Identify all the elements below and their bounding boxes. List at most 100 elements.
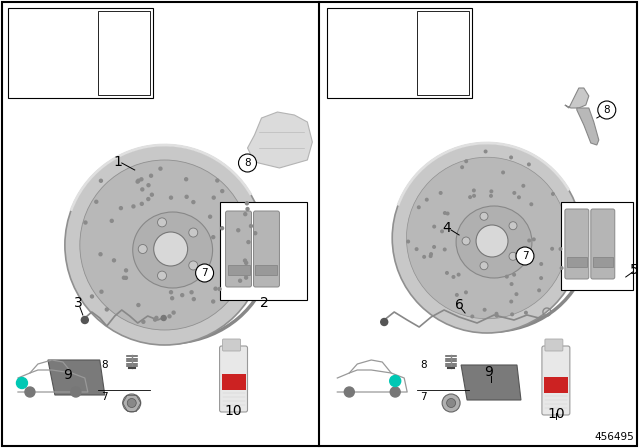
Circle shape xyxy=(150,193,154,197)
FancyBboxPatch shape xyxy=(542,346,570,415)
Circle shape xyxy=(480,212,488,220)
Circle shape xyxy=(236,228,241,233)
Circle shape xyxy=(141,319,145,324)
Bar xyxy=(221,374,246,390)
Circle shape xyxy=(527,162,531,166)
Circle shape xyxy=(157,271,166,280)
Polygon shape xyxy=(577,108,599,145)
Circle shape xyxy=(495,314,499,318)
Circle shape xyxy=(71,387,81,397)
Bar xyxy=(228,265,250,275)
Circle shape xyxy=(417,205,421,209)
Circle shape xyxy=(169,195,173,200)
Circle shape xyxy=(80,160,250,330)
Ellipse shape xyxy=(132,212,212,288)
Circle shape xyxy=(505,275,509,279)
Circle shape xyxy=(211,235,216,239)
Circle shape xyxy=(501,170,505,174)
Text: 8: 8 xyxy=(244,158,251,168)
Text: 8: 8 xyxy=(100,360,108,370)
Circle shape xyxy=(464,159,468,163)
Circle shape xyxy=(127,399,136,408)
Text: 9: 9 xyxy=(63,368,72,382)
Circle shape xyxy=(244,276,248,280)
Circle shape xyxy=(220,189,225,193)
Circle shape xyxy=(532,237,536,241)
Circle shape xyxy=(154,316,159,320)
Bar xyxy=(327,8,472,98)
Circle shape xyxy=(149,173,153,178)
Circle shape xyxy=(184,177,188,181)
Circle shape xyxy=(140,177,143,181)
Circle shape xyxy=(509,155,513,159)
Circle shape xyxy=(123,394,141,412)
Text: 7: 7 xyxy=(100,392,108,402)
Circle shape xyxy=(476,225,508,257)
Circle shape xyxy=(429,254,433,258)
Text: 456495: 456495 xyxy=(594,432,634,442)
Bar xyxy=(220,202,307,300)
Circle shape xyxy=(131,204,136,209)
Circle shape xyxy=(154,232,188,266)
Circle shape xyxy=(425,198,429,202)
Circle shape xyxy=(189,228,198,237)
Circle shape xyxy=(239,154,257,172)
Polygon shape xyxy=(48,360,105,395)
Circle shape xyxy=(169,290,173,294)
Circle shape xyxy=(440,229,444,233)
Circle shape xyxy=(218,287,221,291)
Circle shape xyxy=(90,294,94,299)
Circle shape xyxy=(390,375,401,387)
Circle shape xyxy=(161,315,166,320)
Circle shape xyxy=(406,240,410,244)
Circle shape xyxy=(598,101,616,119)
Text: 1: 1 xyxy=(113,155,122,169)
Circle shape xyxy=(550,247,554,251)
Circle shape xyxy=(157,218,166,227)
Bar xyxy=(255,265,278,275)
Circle shape xyxy=(470,314,474,319)
Circle shape xyxy=(455,293,459,297)
Circle shape xyxy=(510,312,514,316)
Text: 7: 7 xyxy=(201,268,208,278)
Bar xyxy=(417,11,469,95)
Circle shape xyxy=(99,252,102,256)
Circle shape xyxy=(537,289,541,293)
Circle shape xyxy=(392,143,582,333)
Circle shape xyxy=(191,200,196,204)
Circle shape xyxy=(483,308,486,312)
Circle shape xyxy=(445,271,449,275)
Circle shape xyxy=(244,261,248,265)
Circle shape xyxy=(138,245,147,254)
Circle shape xyxy=(243,212,248,216)
Circle shape xyxy=(215,178,220,183)
Circle shape xyxy=(140,202,144,206)
Circle shape xyxy=(220,226,224,230)
Circle shape xyxy=(512,191,516,195)
Circle shape xyxy=(153,318,157,322)
Ellipse shape xyxy=(456,206,532,278)
Text: 9: 9 xyxy=(484,365,493,379)
Circle shape xyxy=(539,276,543,280)
Circle shape xyxy=(99,179,103,183)
Circle shape xyxy=(509,222,517,230)
Circle shape xyxy=(451,275,456,279)
Circle shape xyxy=(109,219,114,223)
Circle shape xyxy=(442,394,460,412)
Circle shape xyxy=(443,211,447,215)
FancyBboxPatch shape xyxy=(545,339,563,351)
Circle shape xyxy=(406,157,568,319)
Circle shape xyxy=(81,316,88,323)
Circle shape xyxy=(94,199,99,204)
FancyBboxPatch shape xyxy=(565,209,589,279)
Circle shape xyxy=(551,192,555,196)
Circle shape xyxy=(238,279,243,283)
Circle shape xyxy=(456,273,461,276)
Circle shape xyxy=(432,224,436,228)
Circle shape xyxy=(122,276,126,280)
Circle shape xyxy=(509,300,513,304)
Bar xyxy=(567,257,587,267)
Circle shape xyxy=(140,187,145,192)
Circle shape xyxy=(529,202,533,206)
Circle shape xyxy=(180,293,184,297)
